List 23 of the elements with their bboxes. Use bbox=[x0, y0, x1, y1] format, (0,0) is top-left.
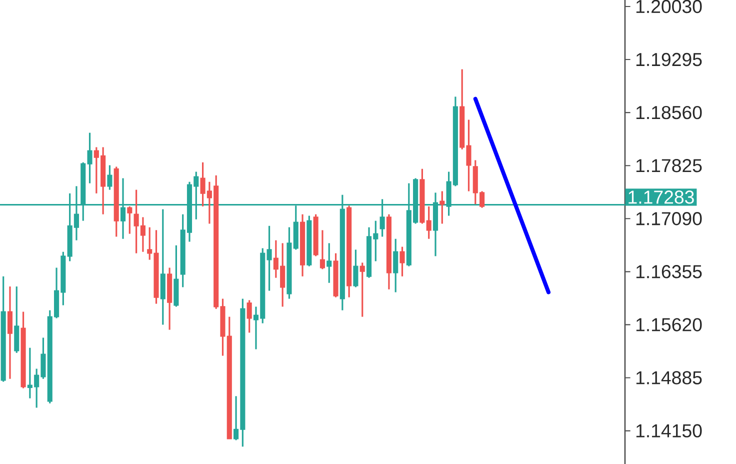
y-tick-label: 1.17825 bbox=[636, 158, 702, 172]
candlestick bbox=[127, 206, 132, 235]
candlestick bbox=[393, 238, 398, 294]
candlestick bbox=[320, 229, 325, 270]
candlestick bbox=[360, 262, 365, 318]
candlestick bbox=[400, 246, 405, 278]
candlestick bbox=[246, 299, 252, 334]
y-tick-label: 1.19295 bbox=[636, 52, 702, 66]
y-tick-label: 1.14885 bbox=[636, 371, 702, 384]
candlestick bbox=[266, 225, 272, 292]
y-tick-label: 1.18560 bbox=[636, 106, 702, 120]
candlestick bbox=[353, 248, 358, 288]
candlestick bbox=[7, 286, 13, 380]
y-tick-label: 1.20030 bbox=[636, 0, 702, 14]
candlestick bbox=[326, 242, 332, 284]
candlestick bbox=[426, 206, 432, 240]
y-tick-label: 1.17090 bbox=[636, 212, 702, 226]
candlestick bbox=[440, 190, 445, 224]
y-tick-label: 1.14150 bbox=[636, 424, 702, 438]
y-tick-label: 1.16355 bbox=[636, 265, 702, 278]
ref-line-label: 1.17283 bbox=[628, 190, 694, 204]
y-tick-label: 1.15620 bbox=[636, 318, 702, 332]
candlestick bbox=[107, 164, 112, 191]
